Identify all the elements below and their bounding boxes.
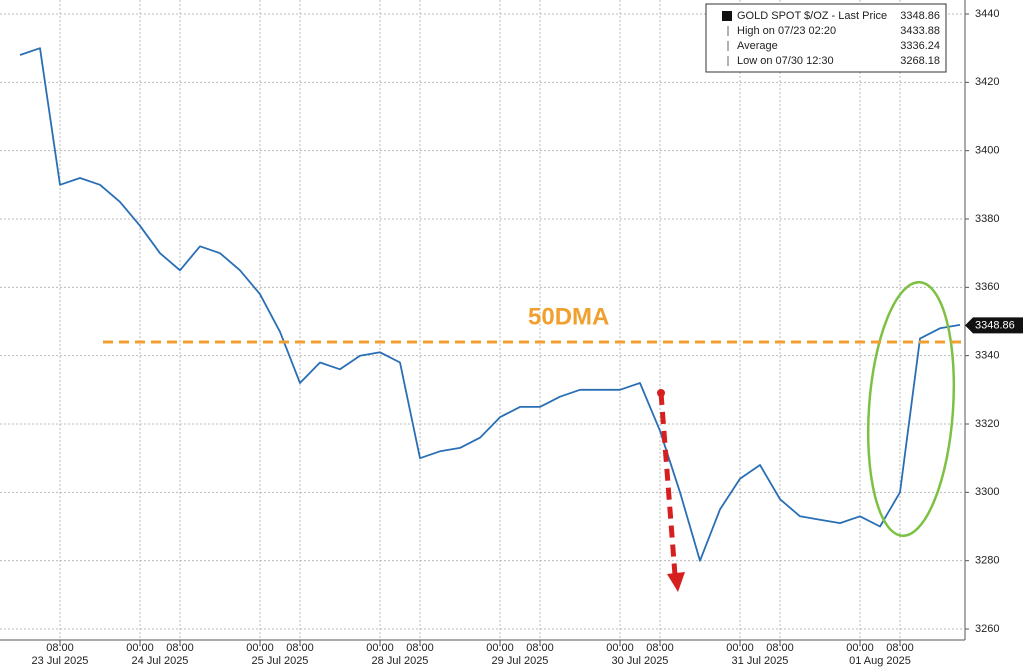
red-arrow-start xyxy=(657,389,665,397)
x-tick-label: 00:00 xyxy=(846,642,874,654)
legend-value: 3348.86 xyxy=(900,10,940,22)
date-label: 31 Jul 2025 xyxy=(732,655,789,667)
x-tick-label: 00:00 xyxy=(606,642,634,654)
date-label: 23 Jul 2025 xyxy=(32,655,89,667)
y-tick-label: 3360 xyxy=(975,281,999,293)
y-tick-label: 3380 xyxy=(975,213,999,225)
x-tick-label: 08:00 xyxy=(526,642,554,654)
price-line xyxy=(19,47,961,562)
legend-swatch xyxy=(722,11,732,21)
y-tick-label: 3420 xyxy=(975,76,999,88)
y-tick-label: 3400 xyxy=(975,145,999,157)
legend: GOLD SPOT $/OZ - Last Price 3348.86 High o… xyxy=(705,3,947,73)
x-tick-label: 08:00 xyxy=(646,642,674,654)
date-label: 30 Jul 2025 xyxy=(612,655,669,667)
x-tick-label: 08:00 xyxy=(406,642,434,654)
y-tick-label: 3260 xyxy=(975,623,999,635)
legend-value: 3268.18 xyxy=(900,55,940,67)
x-tick-label: 08:00 xyxy=(286,642,314,654)
x-tick-label: 08:00 xyxy=(766,642,794,654)
legend-value: 3433.88 xyxy=(900,25,940,37)
y-tick-label: 3320 xyxy=(975,418,999,430)
y-tick-label: 3300 xyxy=(975,486,999,498)
last-price-tag xyxy=(965,317,1023,334)
x-tick-label: 00:00 xyxy=(726,642,754,654)
red-arrow-head xyxy=(667,572,685,592)
dma-label: 50DMA xyxy=(528,303,609,330)
date-label: 25 Jul 2025 xyxy=(252,655,309,667)
y-tick-label: 3280 xyxy=(975,555,999,567)
date-label: 29 Jul 2025 xyxy=(492,655,549,667)
last-price-label: 3348.86 xyxy=(975,319,1015,331)
legend-value: 3336.24 xyxy=(900,40,940,52)
legend-label: Average xyxy=(737,40,778,52)
legend-box xyxy=(705,3,947,73)
highlight-ellipse xyxy=(866,281,956,537)
x-tick-label: 00:00 xyxy=(366,642,394,654)
date-label: 24 Jul 2025 xyxy=(132,655,189,667)
x-tick-label: 00:00 xyxy=(486,642,514,654)
x-tick-label: 08:00 xyxy=(46,642,74,654)
date-label: 28 Jul 2025 xyxy=(372,655,429,667)
x-tick-label: 08:00 xyxy=(166,642,194,654)
legend-label: Low on 07/30 12:30 xyxy=(737,55,834,67)
x-tick-label: 08:00 xyxy=(886,642,914,654)
y-tick-label: 3440 xyxy=(975,8,999,20)
x-tick-label: 00:00 xyxy=(126,642,154,654)
date-label: 01 Aug 2025 xyxy=(849,655,911,667)
red-arrow xyxy=(658,392,678,576)
x-tick-label: 00:00 xyxy=(246,642,274,654)
legend-label: GOLD SPOT $/OZ - Last Price xyxy=(737,10,887,22)
y-tick-label: 3340 xyxy=(975,350,999,362)
legend-label: High on 07/23 02:20 xyxy=(737,25,836,37)
